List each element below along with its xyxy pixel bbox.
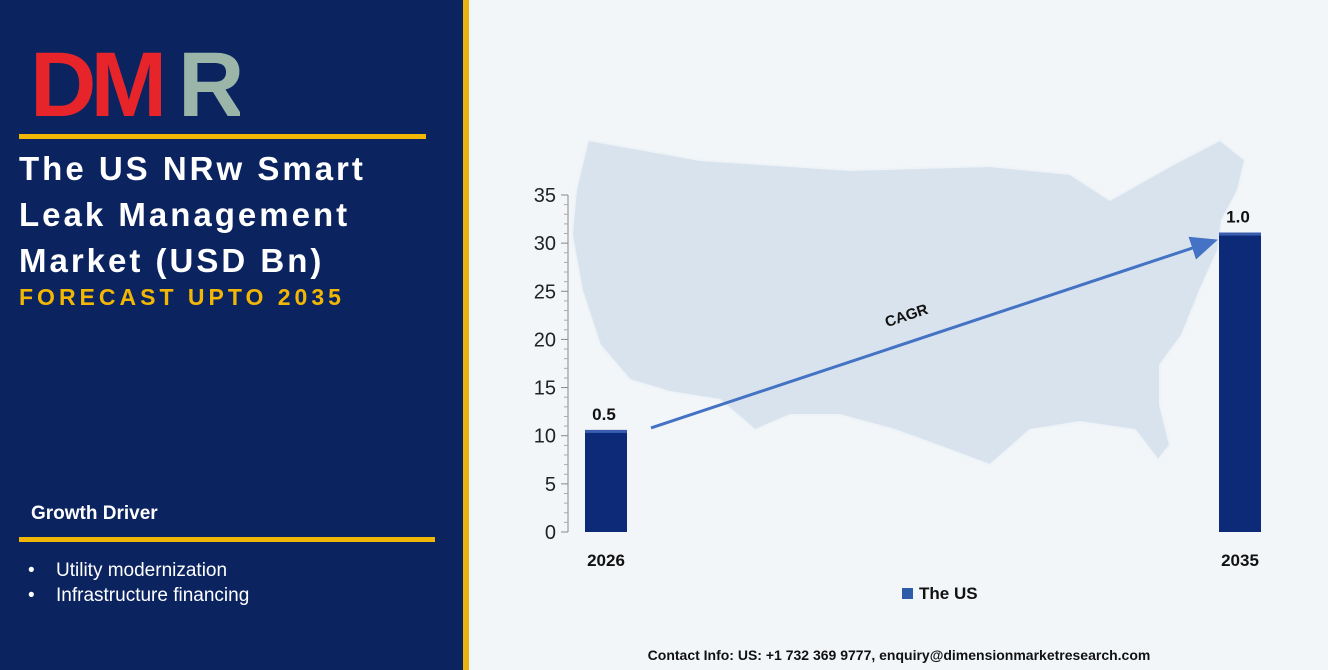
growth-driver-list: • Utility modernization • Infrastructure f… (28, 558, 249, 608)
growth-rule (19, 537, 435, 542)
legend-label: The US (919, 584, 978, 603)
legend-swatch (902, 588, 913, 599)
forecast-subtitle: FORECAST UPTO 2035 (19, 284, 345, 310)
x-tick-label: 2035 (1221, 551, 1259, 570)
growth-driver-text: Utility modernization (56, 560, 228, 581)
us-map-shape (570, 138, 1247, 467)
left-panel (0, 0, 463, 670)
cagr-arrow-line (650, 236, 1218, 430)
title-line: Leak Management (19, 196, 351, 233)
legend: The US (902, 584, 978, 603)
us-map-icon (570, 138, 1247, 467)
y-tick-label: 15 (534, 378, 556, 400)
data-label: 0.5 (592, 405, 616, 424)
gold-divider (463, 0, 469, 670)
y-tick-label: 10 (534, 426, 556, 448)
y-tick-label: 5 (545, 474, 556, 496)
growth-driver-text: Infrastructure financing (56, 585, 250, 606)
data-label: 1.0 (1226, 208, 1250, 227)
bar (1219, 232, 1261, 532)
bar-highlight (585, 429, 627, 433)
y-axis: 0 5 10 15 20 25 30 35 (534, 185, 569, 544)
dmr-logo: DM R (30, 40, 240, 120)
contact-info: Contact Info: US: +1 732 369 9777, enqui… (647, 647, 1151, 663)
y-tick-label: 0 (545, 522, 556, 544)
title-line: Market (USD Bn) (19, 242, 325, 279)
growth-driver-heading: Growth Driver (31, 503, 158, 524)
title-line: The US NRw Smart (19, 150, 366, 187)
svg-text:R: R (178, 40, 240, 120)
title-rule (19, 134, 426, 139)
y-tick-label: 35 (534, 185, 556, 207)
y-tick-label: 25 (534, 281, 556, 303)
x-tick-label: 2026 (587, 551, 625, 570)
growth-driver-item: • Infrastructure financing (28, 585, 250, 606)
bar-highlight (1219, 232, 1261, 236)
bars: 0.5 2026 1.0 2035 (585, 208, 1261, 570)
y-tick-label: 20 (534, 329, 556, 351)
bar (585, 429, 627, 532)
y-tick-label: 30 (534, 233, 556, 255)
svg-text:DM: DM (30, 40, 161, 120)
growth-driver-item: • Utility modernization (28, 560, 228, 581)
page-title: The US NRw Smart Leak Management Market … (19, 146, 459, 284)
